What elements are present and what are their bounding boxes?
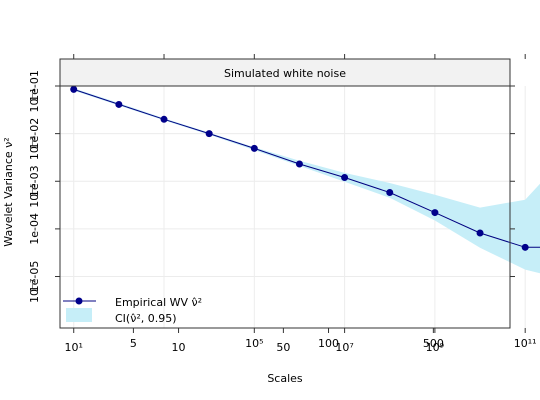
- legend-ci-label: CI(ν̂², 0.95): [115, 312, 177, 325]
- data-point: [70, 85, 78, 93]
- x-axis-label: Scales: [267, 372, 303, 385]
- legend: Empirical WV ν̂² CI(ν̂², 0.95): [63, 296, 202, 325]
- y-tick-label: 1e-03: [28, 165, 41, 197]
- panel-title: Simulated white noise: [224, 67, 346, 80]
- x-tick-label: 10¹: [65, 341, 83, 354]
- x-tick-label: 50: [276, 341, 290, 354]
- y-tick-overlay-label: 10⁻⁵: [28, 183, 41, 207]
- data-point: [386, 189, 394, 197]
- data-point: [205, 130, 213, 138]
- data-point: [295, 160, 303, 168]
- x-tick-label: 500: [423, 337, 444, 350]
- y-axis-label: Wavelet Variance ν²: [2, 137, 15, 246]
- panel-strip: [59, 58, 511, 87]
- x-tick-label: 10: [172, 341, 186, 354]
- data-point: [476, 229, 484, 237]
- y-tick-overlay-label: 10⁻³: [28, 136, 41, 160]
- data-point: [431, 209, 439, 217]
- x-tick-label: 10¹¹: [514, 337, 537, 350]
- y-tick-label: 1e-04: [28, 213, 41, 245]
- y-tick-overlay-label: 10⁻⁷: [28, 279, 41, 303]
- y-tick-overlay-label: 10⁻¹: [28, 88, 41, 112]
- data-point: [341, 173, 349, 181]
- data-point: [521, 243, 529, 251]
- x-tick-label: 10⁵: [245, 337, 263, 350]
- x-tick-label: 5: [130, 337, 137, 350]
- y-tick-label: 1e-01: [28, 70, 41, 102]
- data-point: [160, 115, 168, 123]
- plot-area: [59, 85, 540, 329]
- y-tick-label: 1e-05: [28, 261, 41, 293]
- x-tick-label: 10⁹: [426, 341, 444, 354]
- x-tick-label: 100: [318, 337, 339, 350]
- x-axis: 10¹51010⁵5010010⁷50010⁹10¹¹500010¹³: [65, 54, 537, 354]
- data-point: [250, 144, 258, 152]
- x-tick-label: 10⁷: [335, 341, 353, 354]
- data-point: [115, 100, 123, 108]
- legend-line-label: Empirical WV ν̂²: [115, 296, 202, 309]
- plot-border: [59, 85, 511, 329]
- legend-marker-swatch: [75, 297, 83, 305]
- empirical-wv-points: [70, 85, 529, 251]
- legend-ci-swatch: [66, 308, 92, 322]
- y-tick-label: 1e-02: [28, 118, 41, 150]
